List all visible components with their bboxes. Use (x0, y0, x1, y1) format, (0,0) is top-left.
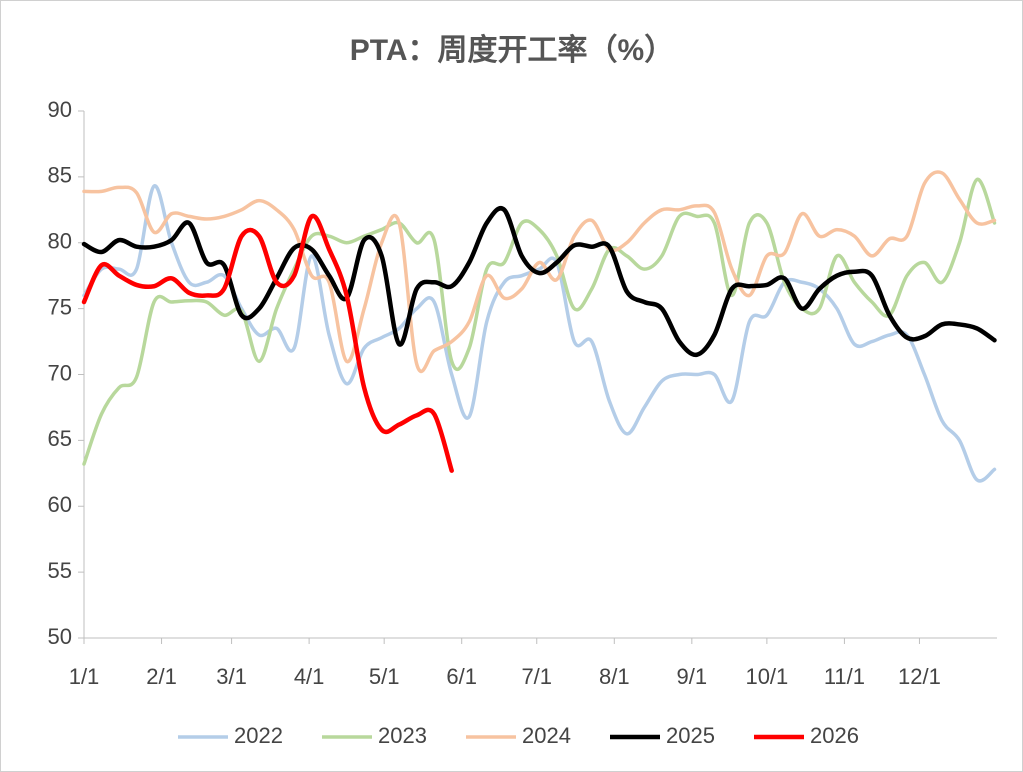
legend-label: 2026 (810, 723, 859, 748)
legend-label: 2022 (234, 723, 283, 748)
x-tick-label: 3/1 (216, 664, 247, 689)
x-tick-label: 2/1 (146, 664, 177, 689)
x-tick-label: 7/1 (521, 664, 552, 689)
x-tick-label: 1/1 (69, 664, 100, 689)
y-tick-label: 50 (48, 624, 72, 649)
x-tick-label: 9/1 (677, 664, 708, 689)
x-tick-label: 12/1 (898, 664, 941, 689)
legend-label: 2023 (378, 723, 427, 748)
y-tick-label: 80 (48, 229, 72, 254)
x-tick-label: 6/1 (446, 664, 477, 689)
y-tick-label: 85 (48, 163, 72, 188)
y-tick-label: 65 (48, 426, 72, 451)
x-tick-label: 11/1 (824, 664, 865, 689)
x-tick-label: 8/1 (599, 664, 630, 689)
x-tick-label: 4/1 (294, 664, 325, 689)
x-tick-label: 10/1 (745, 664, 788, 689)
chart-title: PTA：周度开工率（%） (350, 33, 674, 67)
y-tick-label: 90 (48, 97, 72, 122)
y-tick-label: 60 (48, 492, 72, 517)
series-line (81, 206, 997, 358)
y-tick-label: 70 (48, 360, 72, 385)
legend-label: 2024 (522, 723, 571, 748)
series-line (81, 213, 454, 473)
y-tick-label: 75 (48, 294, 72, 319)
x-tick-label: 5/1 (369, 664, 400, 689)
y-tick-label: 55 (48, 558, 72, 583)
legend-label: 2025 (666, 723, 715, 748)
